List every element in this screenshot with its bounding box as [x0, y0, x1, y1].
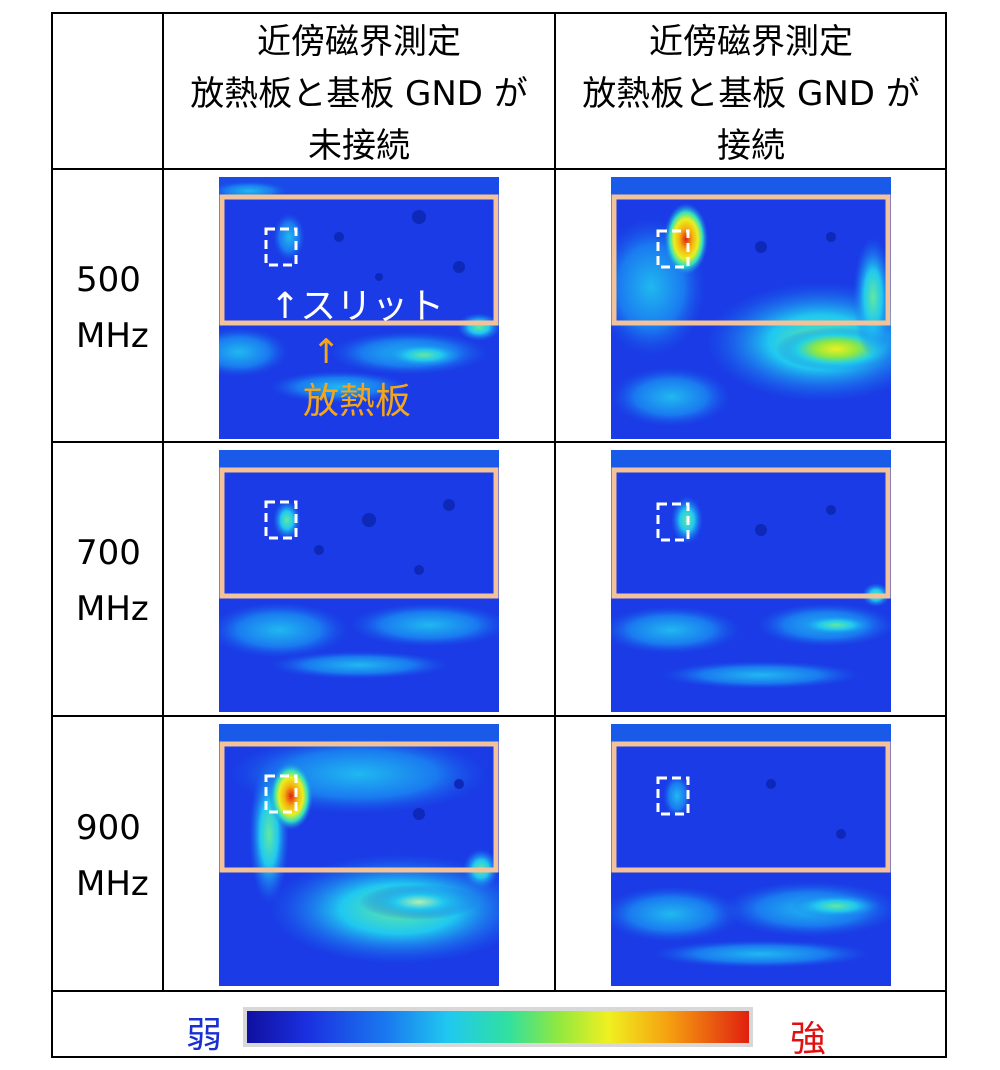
col-divider — [162, 12, 164, 991]
header-line: 接続 — [717, 126, 785, 166]
field-map-900-connected — [611, 724, 891, 986]
freq-unit: MHz — [76, 589, 149, 629]
color-scale-bar — [243, 1007, 753, 1047]
row-divider — [51, 441, 947, 443]
field-map-700-connected — [611, 450, 891, 712]
row-label-700: 700 MHz — [76, 525, 166, 637]
row-label-500: 500 MHz — [76, 252, 166, 364]
legend-weak-label: 弱 — [186, 1015, 223, 1056]
field-map-500-connected — [611, 177, 891, 439]
comparison-table — [51, 12, 947, 1058]
row-divider — [51, 168, 947, 170]
freq-value: 700 — [76, 533, 141, 573]
heatsink-label: 放熱板 — [303, 381, 412, 422]
field-map-700-unconnected — [219, 450, 499, 712]
row-label-900: 900 MHz — [76, 800, 166, 912]
header-line: 未接続 — [308, 126, 410, 166]
slit-label: ↑スリット — [270, 286, 445, 327]
heatsink-arrow: ↑ — [312, 332, 341, 372]
header-connected: 近傍磁界測定 放熱板と基板 GND が 接続 — [556, 16, 946, 172]
header-line: 近傍磁界測定 — [649, 22, 853, 62]
freq-value: 900 — [76, 808, 141, 848]
header-line: 近傍磁界測定 — [257, 22, 461, 62]
freq-unit: MHz — [76, 864, 149, 904]
field-map-900-unconnected — [219, 724, 499, 986]
header-line: 放熱板と基板 GND が — [190, 74, 528, 114]
field-map-500-unconnected — [219, 177, 499, 439]
row-divider — [51, 990, 947, 992]
row-divider — [51, 715, 947, 717]
legend-strong-label: 強 — [790, 1019, 827, 1060]
header-unconnected: 近傍磁界測定 放熱板と基板 GND が 未接続 — [164, 16, 554, 172]
col-divider — [554, 12, 556, 991]
freq-value: 500 — [76, 260, 141, 300]
header-line: 放熱板と基板 GND が — [582, 74, 920, 114]
freq-unit: MHz — [76, 316, 149, 356]
